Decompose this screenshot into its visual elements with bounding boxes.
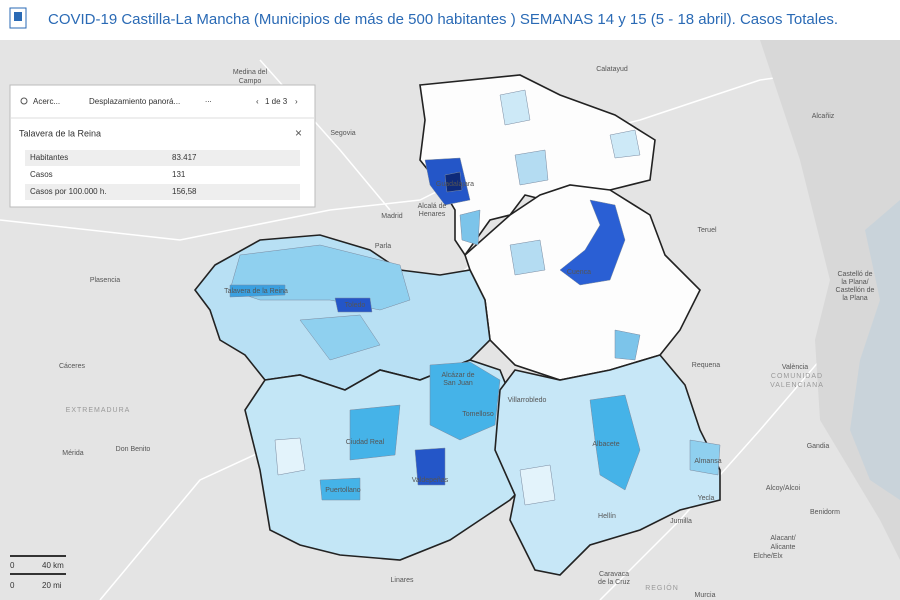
field-value: 131 bbox=[172, 170, 186, 179]
place-label: Yecla bbox=[698, 495, 715, 502]
place-label: Medina del bbox=[233, 69, 268, 76]
scale-label: 20 mi bbox=[42, 581, 62, 590]
place-label: Segovia bbox=[330, 130, 355, 137]
next-button[interactable]: › bbox=[295, 97, 298, 106]
place-label: Don Benito bbox=[116, 446, 151, 453]
sea bbox=[850, 200, 900, 500]
place-label: Mérida bbox=[62, 450, 84, 457]
place-label: Cáceres bbox=[59, 363, 86, 370]
place-label: Alicante bbox=[771, 544, 796, 551]
prev-button[interactable]: ‹ bbox=[256, 97, 259, 106]
place-label: Madrid bbox=[381, 213, 403, 220]
more-button[interactable]: ... bbox=[205, 95, 212, 104]
municipalities bbox=[229, 89, 721, 506]
place-label: Gandia bbox=[807, 443, 830, 450]
place-label: Benidorm bbox=[810, 509, 840, 516]
popup-title: Talavera de la Reina bbox=[19, 128, 101, 138]
place-label: Talavera de la Reina bbox=[224, 288, 288, 295]
table-row bbox=[25, 184, 300, 200]
place-label: Almansa bbox=[694, 458, 721, 465]
place-label: Hellín bbox=[598, 513, 616, 520]
zoom-button[interactable]: Acerc... bbox=[33, 97, 60, 106]
place-label: Alcalá de bbox=[418, 203, 447, 210]
place-label: València bbox=[782, 364, 808, 371]
place-label: de la Cruz bbox=[598, 579, 630, 586]
place-label: Valdepeñas bbox=[412, 477, 449, 484]
region-label: VALENCIANA bbox=[770, 382, 824, 389]
map-labels: Medina del Campo Segovia Calatayud Alcañ… bbox=[59, 66, 875, 599]
place-label: Murcia bbox=[694, 592, 715, 599]
place-label: Ciudad Real bbox=[346, 439, 385, 446]
popup: Acerc... Desplazamiento panorá... ... ‹ … bbox=[9, 84, 316, 208]
place-label: Caravaca bbox=[599, 571, 629, 578]
place-label: Tomelloso bbox=[462, 411, 494, 418]
place-label: Parla bbox=[375, 243, 391, 250]
place-label: Cuenca bbox=[567, 269, 591, 276]
field-name: Habitantes bbox=[30, 153, 68, 162]
place-label: Puertollano bbox=[325, 487, 361, 494]
region-label: REGIÓN bbox=[645, 583, 679, 592]
place-label: Guadalajara bbox=[436, 181, 474, 188]
field-value: 83.417 bbox=[172, 153, 197, 162]
pan-button[interactable]: Desplazamiento panorá... bbox=[89, 97, 180, 106]
place-label: Henares bbox=[419, 211, 446, 218]
field-name: Casos por 100.000 h. bbox=[30, 187, 107, 196]
header-bar bbox=[0, 0, 900, 40]
region-label: EXTREMADURA bbox=[66, 407, 131, 414]
place-label: Alcoy/Alcoi bbox=[766, 485, 801, 492]
place-label: Castelló de bbox=[837, 271, 872, 278]
place-label: Campo bbox=[239, 78, 262, 85]
table-row bbox=[25, 150, 300, 166]
field-name: Casos bbox=[30, 170, 53, 179]
place-label: Alcañiz bbox=[812, 113, 835, 120]
place-label: Elche/Elx bbox=[753, 553, 783, 560]
scale-label: 0 bbox=[10, 561, 15, 570]
scale-label: 40 km bbox=[42, 561, 64, 570]
place-label: Requena bbox=[692, 362, 721, 369]
logo-mark bbox=[14, 12, 22, 21]
scale-bar: 0 40 km 0 20 mi bbox=[10, 555, 66, 590]
place-label: Jumilla bbox=[670, 518, 692, 525]
scale-label: 0 bbox=[10, 581, 15, 590]
zoom-icon bbox=[20, 97, 28, 105]
place-label: la Plana bbox=[842, 295, 867, 302]
place-label: Teruel bbox=[697, 227, 717, 234]
place-label: Albacete bbox=[592, 441, 619, 448]
header-title: COVID-19 Castilla-La Mancha (Municipios … bbox=[48, 11, 838, 28]
place-label: San Juan bbox=[443, 380, 473, 387]
region-label: COMUNIDAD bbox=[771, 373, 823, 380]
place-label: Calatayud bbox=[596, 66, 628, 73]
place-label: Alcázar de bbox=[441, 372, 474, 379]
close-button[interactable]: × bbox=[295, 126, 302, 140]
place-label: Plasencia bbox=[90, 277, 120, 284]
place-label: Villarrobledo bbox=[508, 397, 547, 404]
place-label: Alacant/ bbox=[770, 535, 795, 542]
place-label: Linares bbox=[391, 577, 414, 584]
place-label: la Plana/ bbox=[841, 279, 868, 286]
field-value: 156,58 bbox=[172, 187, 197, 196]
place-label: Toledo bbox=[345, 302, 366, 309]
place-label: Castellón de bbox=[836, 287, 875, 294]
page-indicator: 1 de 3 bbox=[265, 97, 288, 106]
